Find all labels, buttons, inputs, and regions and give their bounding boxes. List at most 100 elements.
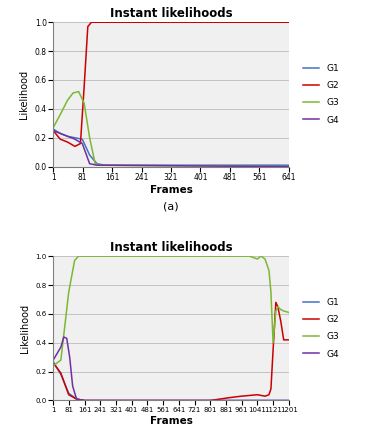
G1 (87, 152, 92, 158)
G2 (267, 392, 271, 397)
G2 (255, 392, 260, 397)
G1 (103, 162, 107, 168)
G3 (82, 101, 86, 106)
G3 (98, 162, 103, 168)
G4 (62, 334, 66, 340)
G2 (263, 393, 267, 399)
G2 (51, 128, 55, 133)
G4 (70, 384, 75, 389)
G3 (274, 308, 278, 314)
G2 (82, 85, 86, 90)
G4 (51, 357, 55, 363)
G3 (276, 304, 280, 309)
G4 (287, 398, 291, 403)
G4 (65, 134, 70, 139)
X-axis label: Frames: Frames (150, 185, 192, 194)
G3 (66, 290, 71, 295)
G3 (90, 254, 95, 259)
G2 (66, 392, 71, 397)
G4 (73, 137, 77, 142)
G3 (93, 161, 97, 166)
G2 (276, 304, 280, 309)
G4 (58, 131, 62, 136)
G1 (51, 126, 55, 132)
G2 (51, 360, 55, 366)
G2 (287, 20, 291, 25)
G1 (74, 396, 79, 402)
G1 (59, 372, 63, 377)
G3 (76, 254, 81, 259)
G1 (287, 398, 291, 403)
G1 (95, 161, 99, 166)
G3 (65, 97, 70, 103)
G4 (95, 162, 99, 168)
Line: G4: G4 (53, 130, 289, 166)
G4 (80, 141, 85, 146)
G2 (269, 386, 273, 392)
G3 (59, 357, 63, 363)
G2 (271, 347, 276, 352)
G1 (287, 162, 291, 168)
Line: G2: G2 (53, 302, 289, 400)
Line: G1: G1 (53, 129, 289, 165)
Line: G2: G2 (53, 22, 289, 146)
G2 (218, 396, 222, 402)
Legend: G1, G2, G3, G4: G1, G2, G3, G4 (303, 298, 339, 359)
G2 (78, 141, 83, 146)
Y-axis label: Likelihood: Likelihood (19, 70, 29, 119)
G2 (287, 337, 291, 343)
G2 (58, 137, 62, 142)
G1 (82, 398, 87, 403)
G2 (227, 395, 232, 401)
G3 (267, 268, 271, 273)
G1 (51, 359, 55, 364)
Line: G1: G1 (53, 361, 289, 400)
G3 (271, 340, 276, 345)
G2 (279, 319, 283, 324)
Legend: G1, G2, G3, G4: G1, G2, G3, G4 (303, 64, 339, 125)
Title: Instant likelihoods: Instant likelihoods (110, 7, 232, 20)
G2 (73, 144, 77, 149)
G3 (247, 254, 252, 259)
G4 (51, 128, 55, 133)
G3 (76, 89, 81, 94)
G1 (65, 134, 70, 139)
G3 (269, 290, 273, 295)
G3 (71, 90, 75, 96)
G4 (287, 164, 291, 169)
G3 (51, 363, 55, 368)
G1 (73, 135, 77, 141)
G1 (58, 131, 62, 136)
G2 (59, 370, 63, 376)
G4 (67, 355, 72, 360)
G3 (282, 308, 286, 314)
G3 (80, 254, 85, 259)
G3 (51, 125, 55, 130)
G3 (263, 256, 267, 262)
G3 (72, 258, 77, 263)
X-axis label: Frames: Frames (150, 416, 192, 425)
G4 (65, 336, 69, 341)
G2 (86, 24, 90, 29)
Line: G4: G4 (53, 337, 289, 400)
G2 (82, 398, 87, 403)
G2 (93, 20, 97, 25)
G3 (87, 135, 92, 141)
Text: (a): (a) (163, 202, 179, 212)
G3 (279, 307, 283, 312)
G3 (287, 164, 291, 169)
Y-axis label: Likelihood: Likelihood (20, 304, 30, 353)
G1 (80, 137, 85, 142)
G2 (282, 337, 286, 343)
Title: Instant likelihoods: Instant likelihoods (110, 241, 232, 254)
G2 (65, 139, 70, 145)
G4 (82, 398, 87, 403)
G2 (239, 393, 244, 399)
G2 (208, 398, 212, 403)
G1 (66, 391, 71, 396)
G3 (58, 112, 62, 117)
G4 (59, 344, 63, 350)
G3 (287, 310, 291, 315)
G3 (255, 256, 260, 262)
G2 (89, 20, 94, 25)
